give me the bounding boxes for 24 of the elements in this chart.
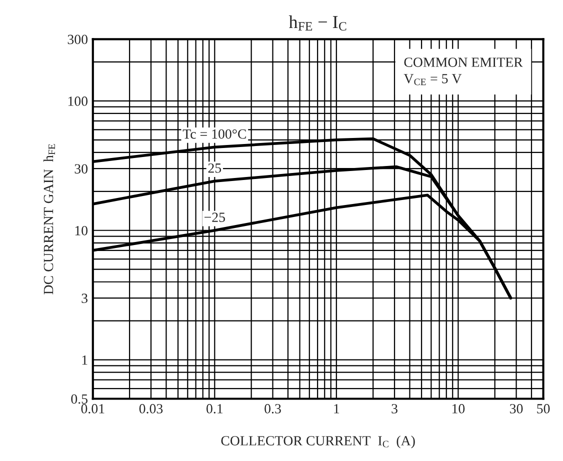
- x-tick-label: 1: [334, 404, 340, 414]
- x-tick-label: 0.03: [139, 404, 163, 414]
- y-tick-label: 0.5: [71, 394, 88, 404]
- series-label: −25: [204, 212, 225, 222]
- chart-title: h$_{FE}$ − I$_{C}$: [288, 15, 346, 31]
- annotation: V$_{CE}$ = 5 V: [404, 74, 462, 86]
- x-tick-label: 0.1: [206, 404, 223, 414]
- x-tick-label: 0.3: [264, 404, 281, 414]
- x-tick-label: 3: [392, 404, 398, 414]
- series-label: Tc = 100°C: [182, 129, 246, 139]
- x-tick-label: 10: [452, 404, 465, 414]
- y-tick-label: 100: [68, 96, 88, 106]
- y-tick-label: 10: [75, 226, 88, 236]
- x-tick-label: 50: [537, 404, 550, 414]
- series-label: 25: [208, 163, 222, 173]
- y-tick-label: 3: [82, 294, 88, 304]
- annotation: COMMON EMITER: [404, 58, 523, 67]
- x-tick-label: 0.01: [81, 404, 104, 414]
- y-tick-label: 30: [74, 164, 88, 174]
- x-tick-label: 30: [510, 404, 523, 414]
- x-axis-title: COLLECTOR CURRENT I$_{C}$ (A): [221, 436, 415, 448]
- y-tick-label: 300: [68, 34, 88, 44]
- y-tick-label: 1: [82, 355, 88, 365]
- y-axis-title: DC CURRENT GAIN h$_{FE}$: [43, 144, 55, 294]
